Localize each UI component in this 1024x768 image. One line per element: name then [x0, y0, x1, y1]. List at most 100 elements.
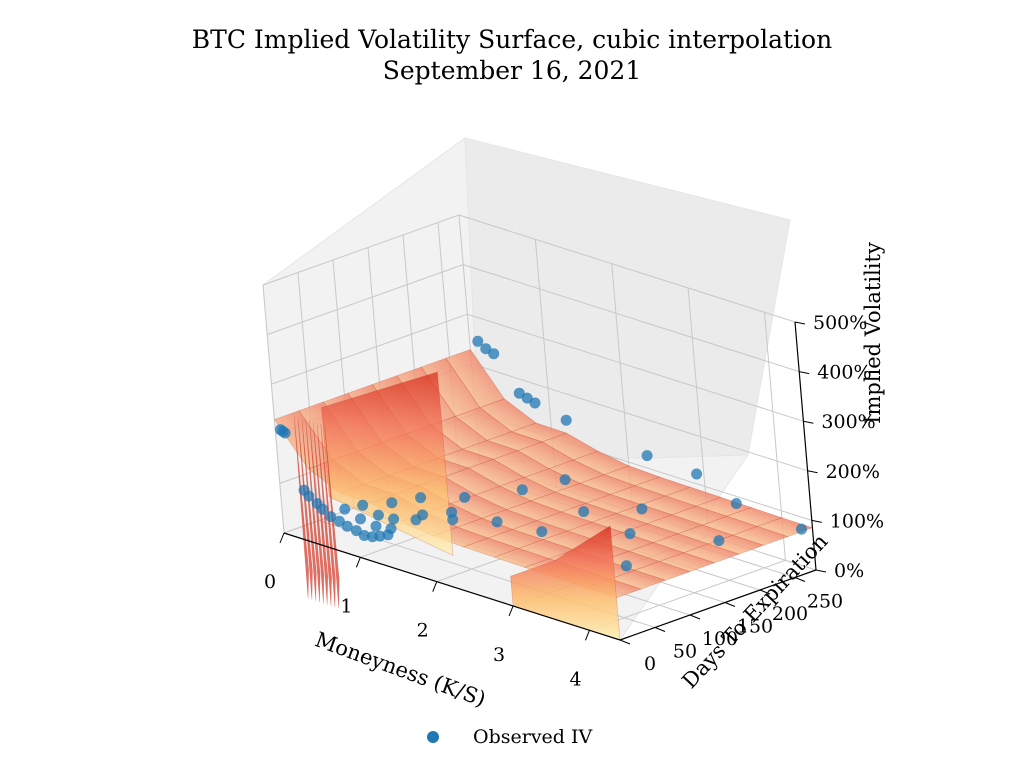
y-tick-label-1: 50 — [673, 641, 697, 663]
observed-iv-point-46 — [691, 468, 703, 480]
z-tick-label-3: 300% — [821, 411, 875, 433]
chart-title: BTC Implied Volatility Surface, cubic in… — [191, 25, 833, 54]
y-tick-label-4: 200 — [772, 603, 808, 625]
observed-iv-point-23 — [386, 497, 398, 509]
grid-left-z-5 — [262, 214, 460, 286]
observed-iv-point-9 — [341, 520, 353, 532]
axes — [279, 321, 827, 645]
z-tick-label-2: 200% — [826, 461, 880, 483]
z-tick-5 — [794, 321, 806, 325]
observed-iv-point-30 — [536, 526, 548, 538]
grid-left-z-3 — [271, 313, 468, 385]
x-tick-4 — [584, 630, 590, 641]
chart-subtitle: September 16, 2021 — [382, 56, 642, 85]
observed-iv-point-44 — [560, 414, 572, 426]
z-axis-line — [794, 321, 817, 571]
observed-iv-point-20 — [372, 509, 384, 521]
z-tick-label-0: 0% — [834, 560, 864, 582]
observed-iv-point-36 — [636, 503, 648, 515]
z-tick-3 — [803, 420, 814, 424]
surface-cell-30 — [461, 440, 519, 460]
x-tick-0 — [279, 532, 285, 544]
z-tick-0 — [815, 569, 827, 573]
x-tick-1 — [355, 557, 361, 568]
grid-left-y-0 — [262, 284, 285, 534]
observed-iv-point-18 — [385, 523, 397, 535]
observed-iv-point-29 — [459, 491, 471, 503]
observed-iv-point-17 — [370, 520, 382, 532]
observed-iv-point-28 — [491, 516, 503, 528]
surface-cell-81 — [462, 537, 520, 558]
grid-back-z-2 — [471, 363, 808, 472]
x-tick-label-2: 2 — [417, 620, 429, 642]
observed-iv-points — [274, 335, 807, 572]
legend-marker-observed-iv — [427, 731, 439, 743]
x-tick-3 — [508, 605, 514, 617]
y-tick-label-0: 0 — [644, 653, 656, 675]
observed-iv-point-21 — [388, 513, 400, 525]
observed-iv-point-19 — [357, 499, 369, 511]
observed-iv-point-34 — [624, 528, 636, 540]
y-tick-label-3: 150 — [737, 616, 773, 638]
observed-iv-point-7 — [325, 511, 337, 523]
observed-iv-point-48 — [796, 523, 807, 535]
z-axis-label: Implied Volatility — [861, 242, 885, 424]
surface-cell-46 — [597, 531, 655, 552]
z-tick-label-5: 500% — [813, 312, 867, 334]
observed-iv-point-40 — [488, 348, 500, 360]
observed-iv-point-27 — [446, 506, 458, 518]
x-tick-2 — [432, 581, 438, 592]
surface-cell-71 — [456, 517, 514, 539]
x-tick-label-0: 0 — [264, 571, 276, 593]
grid-left-z-4 — [267, 264, 464, 336]
grid-back-z-5 — [458, 214, 796, 323]
surface-cell-45 — [627, 542, 685, 562]
iv-surface — [273, 349, 814, 641]
x-axis-line — [283, 532, 621, 641]
x-axis-label: Moneyness (K/S) — [312, 627, 489, 711]
z-tick-label-4: 400% — [817, 362, 871, 384]
y-tick-label-2: 100 — [702, 628, 738, 650]
grid-back-z-4 — [463, 264, 800, 373]
observed-iv-point-39 — [480, 343, 492, 355]
chart-title-block: BTC Implied Volatility Surface, cubic in… — [0, 24, 1024, 86]
surface-cell-35 — [621, 523, 679, 543]
surface-cell-40 — [467, 458, 526, 487]
y-tick-1 — [654, 627, 666, 632]
observed-iv-point-47 — [730, 498, 742, 509]
grid-floor-x-4 — [589, 559, 786, 631]
surface-cell-10 — [445, 349, 505, 408]
y-tick-3 — [724, 602, 736, 607]
observed-iv-point-35 — [559, 474, 571, 486]
surface-cell-34 — [652, 533, 710, 554]
observed-iv-point-45 — [641, 450, 653, 462]
observed-iv-point-16 — [355, 513, 366, 525]
z-tick-label-1: 100% — [830, 510, 884, 532]
x-tick-label-1: 1 — [340, 595, 352, 617]
legend-label-observed-iv: Observed IV — [473, 726, 593, 748]
observed-iv-point-8 — [333, 515, 345, 527]
observed-iv-point-24 — [417, 509, 428, 521]
y-axis-line — [619, 569, 817, 641]
observed-iv-point-32 — [516, 484, 528, 496]
observed-iv-point-11 — [358, 530, 370, 541]
observed-iv-point-4 — [303, 490, 315, 502]
grid-left-y-1 — [297, 272, 320, 521]
z-tick-2 — [807, 470, 818, 474]
surface-cell-24 — [646, 514, 704, 535]
observed-iv-point-6 — [317, 503, 329, 515]
x-tick-label-3: 3 — [493, 644, 505, 666]
y-tick-label-5: 250 — [807, 591, 843, 613]
z-tick-4 — [799, 371, 810, 375]
observed-iv-point-41 — [513, 387, 525, 399]
z-tick-1 — [811, 519, 822, 523]
observed-iv-point-26 — [415, 492, 427, 504]
y-tick-4 — [759, 589, 771, 595]
legend: Observed IV — [427, 726, 593, 748]
surface-spike-sheet — [321, 371, 454, 556]
observed-iv-point-31 — [620, 560, 632, 572]
observed-iv-point-37 — [713, 535, 725, 547]
observed-iv-point-10 — [350, 525, 362, 537]
